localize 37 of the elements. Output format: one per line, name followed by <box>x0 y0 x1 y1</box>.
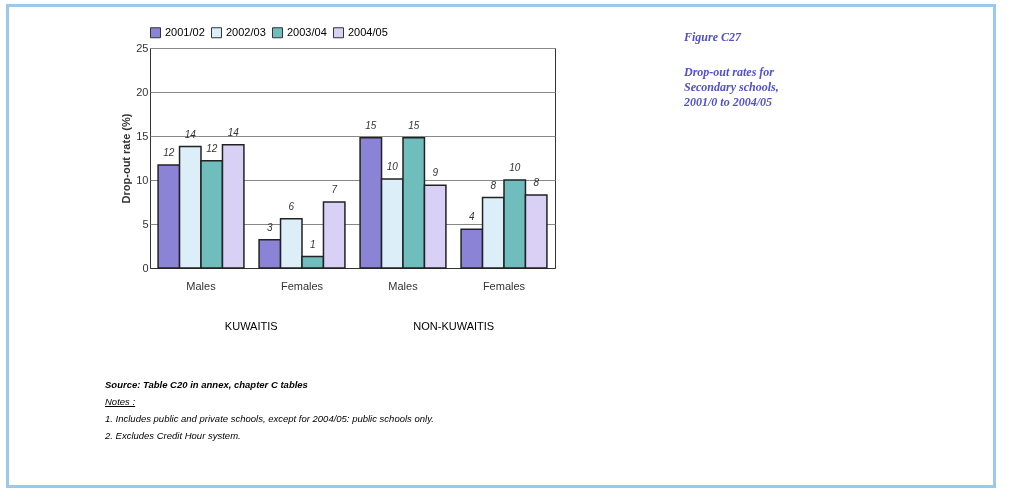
data-label: 10 <box>386 161 399 173</box>
x-tick-label: Females <box>280 279 324 292</box>
data-label: 7 <box>331 184 338 195</box>
data-label: 4 <box>469 211 476 223</box>
x-tick-label: Females <box>482 279 526 292</box>
legend-label: 2003/04 <box>287 25 327 38</box>
text: Figure C27 <box>684 30 743 45</box>
data-label: 12 <box>206 142 218 154</box>
y-axis-title: Drop-out rate (%) <box>120 113 133 204</box>
data-label: 10 <box>509 162 521 173</box>
data-label: 15 <box>408 119 420 131</box>
source-note: Source: Table C20 in annex, chapter C tables <box>105 378 309 392</box>
y-tick-label: 5 <box>142 217 149 230</box>
text: Notes : <box>105 395 137 409</box>
legend-label: 2004/05 <box>348 25 388 38</box>
legend-label: 2002/03 <box>226 25 266 38</box>
y-tick-label: 10 <box>136 173 149 186</box>
text: 2. Excludes Credit Hour system. <box>105 429 242 443</box>
y-tick-label: 25 <box>136 41 149 54</box>
data-label: 6 <box>288 200 295 212</box>
data-label: 8 <box>490 179 497 191</box>
data-label: 9 <box>432 167 439 179</box>
data-label: 14 <box>227 126 240 138</box>
data-label: 3 <box>267 221 274 233</box>
legend-label: 2001/02 <box>165 25 205 38</box>
x-tick-label: Males <box>388 279 419 292</box>
y-tick-label: 0 <box>142 261 149 274</box>
data-label: 1 <box>309 238 316 250</box>
data-label: 12 <box>163 147 175 159</box>
data-label: 15 <box>365 119 377 131</box>
text: NON-KUWAITIS <box>412 320 496 332</box>
x-tick-label: Males <box>186 279 217 292</box>
text: Drop-out rates for Secondary schools, 2001/0 to 2004/05 <box>684 65 780 110</box>
y-tick-label: 15 <box>136 129 149 142</box>
y-tick-label: 20 <box>136 85 149 98</box>
text: KUWAITIS <box>223 320 279 332</box>
text: 1. Includes public and private schools, except for 2004/05: public schools only. <box>105 412 434 426</box>
